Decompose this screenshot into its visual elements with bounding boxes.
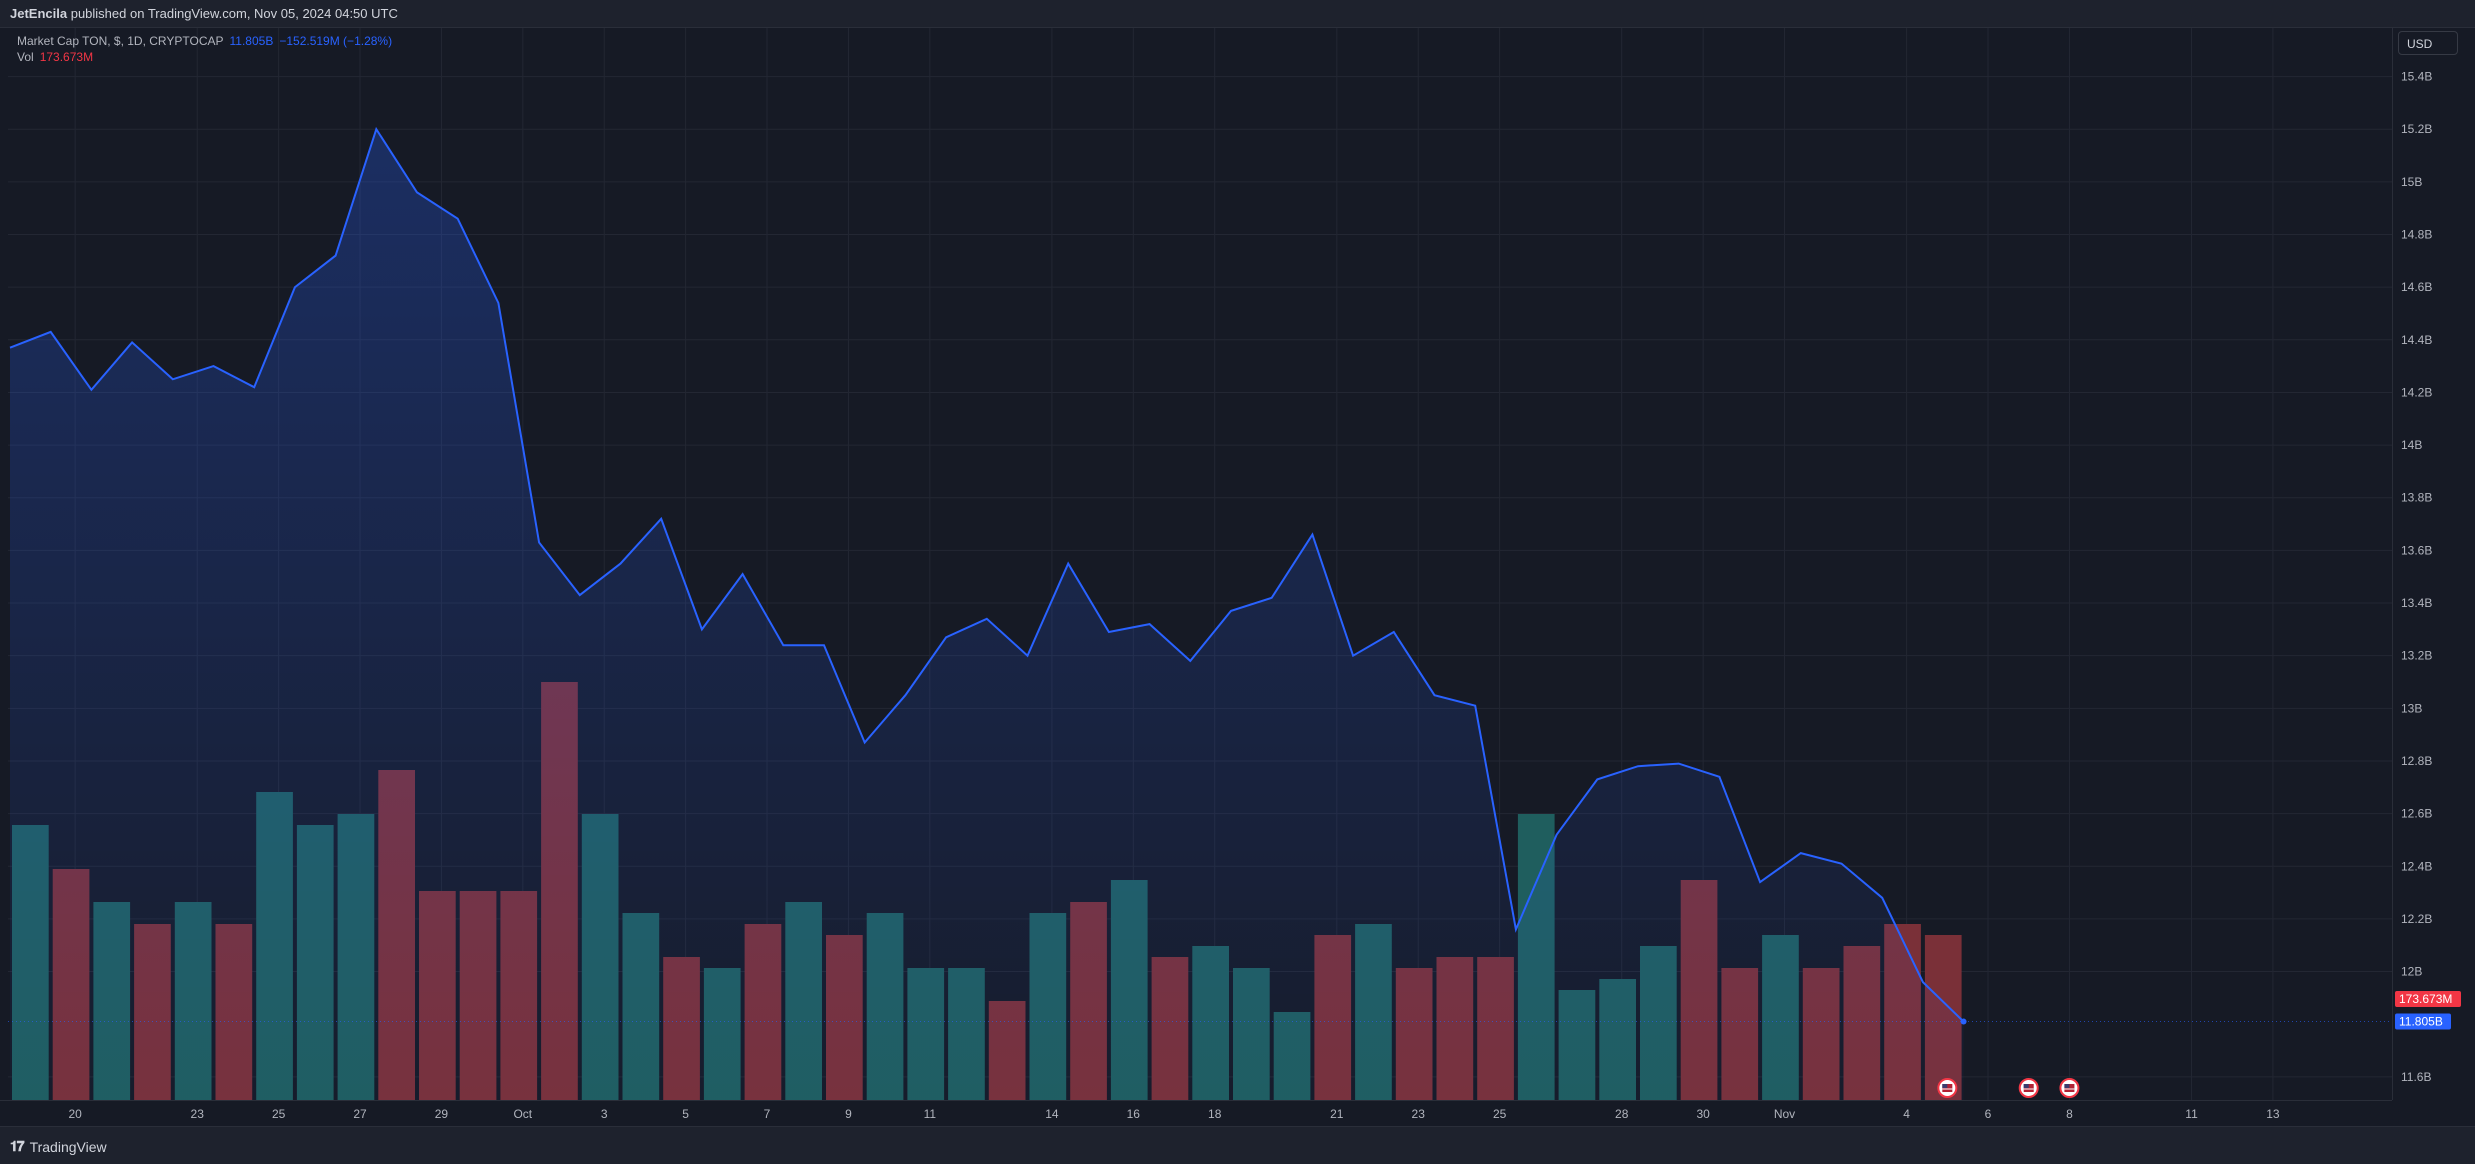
x-tick-label: Oct [513, 1107, 532, 1121]
y-tick-label: 11.6B [2401, 1070, 2431, 1084]
x-tick-label: 25 [1493, 1107, 1507, 1121]
publish-text: JetEncila published on TradingView.com, … [10, 6, 398, 21]
x-tick-label: 23 [191, 1107, 205, 1121]
x-tick-label: 28 [1615, 1107, 1629, 1121]
y-tick-label: 14.8B [2401, 228, 2432, 242]
y-tick-label: 13.4B [2401, 596, 2432, 610]
y-tick-label: 12.8B [2401, 754, 2432, 768]
x-tick-label: 29 [435, 1107, 449, 1121]
y-tick-label: 15.2B [2401, 122, 2432, 136]
y-tick-label: 15.4B [2401, 70, 2432, 84]
author-name[interactable]: JetEncila [10, 6, 68, 21]
price-badge [2395, 1013, 2451, 1030]
y-tick-label: 14.6B [2401, 280, 2432, 294]
y-tick-label: 12.2B [2401, 912, 2432, 926]
x-tick-label: 9 [845, 1107, 852, 1121]
x-tick-label: 11 [924, 1107, 937, 1121]
x-tick-label: 7 [764, 1107, 771, 1121]
x-tick-label: 18 [1208, 1107, 1222, 1121]
price-chart[interactable] [8, 28, 2392, 1100]
footer-bar [0, 1126, 2475, 1164]
y-tick-label: 13.8B [2401, 491, 2432, 505]
legend-last-value: 11.805B [229, 34, 274, 48]
legend-change: −152.519M (−1.28%) [279, 34, 393, 48]
legend-main-row: Market Cap TON, $, 1D, CRYPTOCAP 11.805B −… [17, 33, 392, 49]
legend-vol-row: Vol 173.673M [17, 49, 392, 65]
x-tick-label: 4 [1903, 1107, 1910, 1121]
chart-legend: Market Cap TON, $, 1D, CRYPTOCAP 11.805B −… [17, 33, 392, 65]
x-tick-label: Nov [1774, 1107, 1795, 1121]
us-flag-icon[interactable] [2059, 1078, 2080, 1098]
x-tick-label: 23 [1412, 1107, 1426, 1121]
x-tick-label: 14 [1045, 1107, 1059, 1121]
price-badge-text: 11.805B [2399, 1015, 2443, 1029]
legend-symbol[interactable]: Market Cap TON, $, 1D, CRYPTOCAP [17, 34, 224, 48]
x-tick-label: 20 [68, 1107, 82, 1121]
time-axis[interactable]: 20 23 25 27 29 Oct 3 5 7 9 11 14 16 18 21 23 25 28 30 Nov 4 6… [0, 1100, 2392, 1127]
publish-header: JetEncila published on TradingView.com, … [0, 0, 2475, 28]
tradingview-logo[interactable]: 𝟏𝟕 TradingView [10, 1138, 107, 1155]
y-tick-label: 15B [2401, 175, 2422, 189]
x-tick-label: 25 [272, 1107, 286, 1121]
y-tick-label: 12.6B [2401, 807, 2432, 821]
publish-info: published on TradingView.com, Nov 05, 20… [70, 6, 398, 21]
tv-logo-text: TradingView [29, 1138, 107, 1155]
currency-button[interactable]: USD [2398, 31, 2458, 55]
y-tick-label: 13B [2401, 701, 2422, 715]
x-tick-label: 8 [2066, 1107, 2073, 1121]
price-axis-labels: 15.4B 15.2B 15B 14.8B 14.6B 14.4B 14.2B 14B 13.8… [2395, 70, 2461, 1084]
x-tick-label: 11 [2185, 1107, 2198, 1121]
last-point [1960, 1018, 1967, 1025]
vol-badge-text: 173.673M [2399, 992, 2452, 1006]
area-fill [10, 129, 1964, 1100]
x-tick-label: 13 [2266, 1107, 2280, 1121]
y-tick-label: 12.4B [2401, 859, 2432, 873]
x-tick-label: 27 [353, 1107, 367, 1121]
y-tick-label: 13.2B [2401, 649, 2432, 663]
legend-vol-label[interactable]: Vol [17, 50, 34, 64]
price-axis[interactable]: 15.4B 15.2B 15B 14.8B 14.6B 14.4B 14.2B 14B 13.8… [2392, 28, 2475, 1100]
y-tick-label: 13.6B [2401, 543, 2432, 557]
x-tick-label: 30 [1696, 1107, 1710, 1121]
x-tick-label: 5 [682, 1107, 689, 1121]
us-flag-icon[interactable] [2018, 1078, 2039, 1098]
chart-pane[interactable] [8, 28, 2392, 1100]
tv-logo-icon: 𝟏𝟕 [10, 1138, 25, 1154]
y-tick-label: 12B [2401, 965, 2422, 979]
x-tick-label: 21 [1330, 1107, 1344, 1121]
x-tick-label: 6 [1985, 1107, 1992, 1121]
x-tick-label: 3 [601, 1107, 608, 1121]
legend-vol-value: 173.673M [39, 50, 94, 64]
time-axis-labels: 20 23 25 27 29 Oct 3 5 7 9 11 14 16 18 21 23 25 28 30 Nov 4 6… [68, 1107, 2280, 1121]
vol-badge [2395, 991, 2461, 1007]
us-flag-icon[interactable] [1937, 1078, 1958, 1098]
event-markers[interactable] [1937, 1078, 2080, 1098]
price-line [9, 126, 1965, 1023]
y-tick-label: 14.4B [2401, 333, 2432, 347]
y-tick-label: 14.2B [2401, 385, 2432, 399]
y-tick-label: 14B [2401, 438, 2422, 452]
x-tick-label: 16 [1127, 1107, 1141, 1121]
